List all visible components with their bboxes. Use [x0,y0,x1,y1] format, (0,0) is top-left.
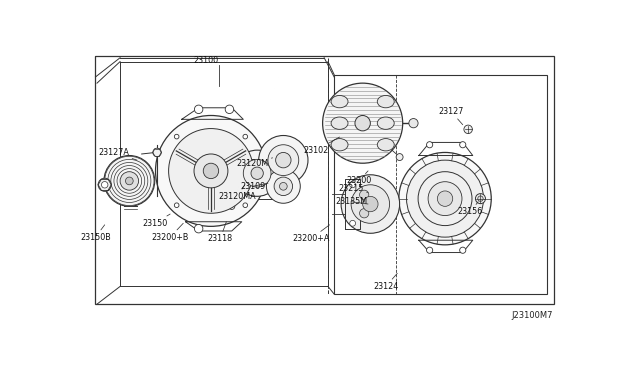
Circle shape [243,203,248,208]
Circle shape [360,209,369,218]
Circle shape [280,183,287,190]
Circle shape [243,134,248,139]
Circle shape [120,172,139,190]
Circle shape [323,83,403,163]
Circle shape [427,142,433,148]
Circle shape [153,148,161,157]
Text: 23118: 23118 [207,222,233,243]
Circle shape [168,129,253,213]
Circle shape [341,175,399,233]
Circle shape [464,125,472,134]
Text: 23200+B: 23200+B [152,223,189,242]
Circle shape [251,167,263,179]
Circle shape [460,247,466,253]
Circle shape [125,177,133,185]
Ellipse shape [378,96,394,108]
Text: 23156: 23156 [458,202,483,216]
Circle shape [360,190,369,199]
Circle shape [174,203,179,208]
Circle shape [349,182,356,188]
Circle shape [102,182,108,188]
Circle shape [104,155,155,206]
Text: 23120MA: 23120MA [218,185,256,201]
Text: 23150: 23150 [142,214,170,228]
Text: 23109: 23109 [240,182,268,191]
Circle shape [276,153,291,168]
Circle shape [243,159,271,187]
Circle shape [194,154,228,188]
Circle shape [396,154,403,161]
Circle shape [351,185,390,223]
Text: J23100M7: J23100M7 [511,311,553,320]
Circle shape [460,142,466,148]
Circle shape [234,150,280,196]
Circle shape [349,220,356,226]
Circle shape [268,145,299,176]
Text: 23124: 23124 [373,273,398,291]
Text: 23127A: 23127A [99,148,137,160]
Text: 23127: 23127 [438,107,464,125]
Text: 23200+A: 23200+A [292,225,330,243]
Circle shape [409,119,418,128]
Circle shape [259,135,308,185]
Circle shape [363,196,378,212]
Bar [95,56,554,304]
Circle shape [476,194,486,203]
Circle shape [204,163,219,179]
Text: 23120M: 23120M [236,158,273,168]
Circle shape [427,247,433,253]
Circle shape [228,140,235,145]
Circle shape [225,105,234,113]
Circle shape [274,177,292,196]
Circle shape [98,178,111,191]
Circle shape [174,134,179,139]
Circle shape [418,172,472,225]
Ellipse shape [331,139,348,151]
Text: 23100: 23100 [194,55,219,64]
Circle shape [195,105,203,113]
Circle shape [437,191,452,206]
Text: 23102: 23102 [304,137,340,155]
Text: 23150B: 23150B [80,225,111,242]
Ellipse shape [331,96,348,108]
Circle shape [156,115,266,226]
Bar [334,75,547,294]
Circle shape [200,160,221,182]
Circle shape [266,169,300,203]
Ellipse shape [378,139,394,151]
Text: 23200: 23200 [346,171,371,185]
Circle shape [195,224,203,233]
Text: 23135M: 23135M [335,197,368,206]
Circle shape [478,196,483,201]
Circle shape [399,153,492,245]
Text: 23215: 23215 [339,184,368,193]
Circle shape [228,203,235,209]
Circle shape [406,160,484,237]
Ellipse shape [331,117,348,129]
Circle shape [355,115,371,131]
Ellipse shape [378,117,394,129]
Circle shape [428,182,462,216]
